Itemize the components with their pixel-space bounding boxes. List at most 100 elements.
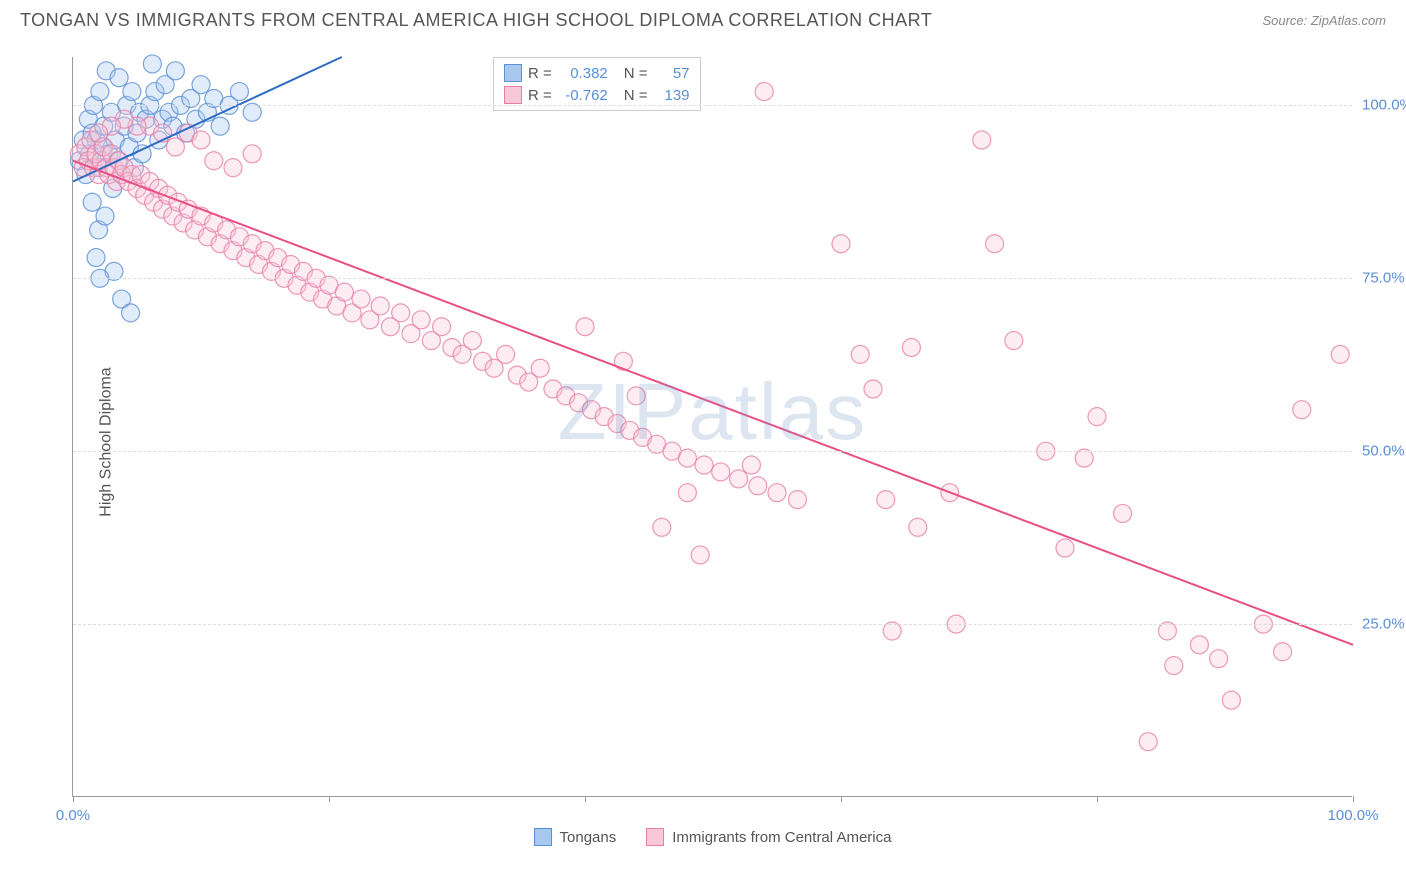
xtick-label: 100.0% [1328,807,1379,824]
legend-r-label: R = [528,65,552,82]
trend-line [73,161,1353,645]
data-point [973,131,991,149]
xtick [841,796,842,802]
data-point [412,311,430,329]
data-point [1005,332,1023,350]
ytick-label: 25.0% [1362,616,1406,633]
legend-swatch [504,64,522,82]
data-point [691,546,709,564]
ytick-label: 100.0% [1362,97,1406,114]
data-point [1088,408,1106,426]
gridline [73,105,1352,106]
series-legend-item: Immigrants from Central America [646,828,891,846]
data-point [205,152,223,170]
xtick [1097,796,1098,802]
legend-n-value: 57 [654,65,690,82]
legend-r-value: 0.382 [558,65,608,82]
data-point [1293,401,1311,419]
xtick [585,796,586,802]
data-point [614,352,632,370]
chart-title: TONGAN VS IMMIGRANTS FROM CENTRAL AMERIC… [20,10,932,31]
ytick-label: 50.0% [1362,443,1406,460]
data-point [768,484,786,502]
data-point [463,332,481,350]
legend-n-label: N = [624,65,648,82]
plot-area: ZIPatlas R =0.382N =57R =-0.762N =139 To… [72,57,1352,797]
data-point [211,117,229,135]
xtick [329,796,330,802]
data-point [1139,733,1157,751]
data-point [123,83,141,101]
chart-header: TONGAN VS IMMIGRANTS FROM CENTRAL AMERIC… [0,0,1406,37]
data-point [1056,539,1074,557]
data-point [627,387,645,405]
data-point [392,304,410,322]
data-point [864,380,882,398]
xtick [1353,796,1354,802]
legend-r-value: -0.762 [558,87,608,104]
data-point [902,338,920,356]
data-point [224,159,242,177]
data-point [110,69,128,87]
data-point [87,249,105,267]
stats-legend: R =0.382N =57R =-0.762N =139 [493,57,701,111]
ytick-label: 75.0% [1362,270,1406,287]
xtick-label: 0.0% [56,807,90,824]
chart-container: High School Diploma ZIPatlas R =0.382N =… [20,37,1386,847]
data-point [730,470,748,488]
data-point [742,456,760,474]
data-point [1222,691,1240,709]
series-legend-label: Tongans [560,829,617,846]
data-point [96,207,114,225]
data-point [755,83,773,101]
data-point [678,484,696,502]
scatter-plot-svg [73,57,1352,796]
gridline [73,278,1352,279]
data-point [1210,650,1228,668]
legend-swatch [504,86,522,104]
data-point [653,518,671,536]
series-legend: Tongans Immigrants from Central America [534,828,892,846]
legend-swatch [534,828,552,846]
data-point [695,456,713,474]
data-point [91,83,109,101]
xtick [73,796,74,802]
data-point [986,235,1004,253]
data-point [83,193,101,211]
data-point [192,76,210,94]
data-point [877,491,895,509]
stats-legend-row: R =-0.762N =139 [504,84,690,106]
gridline [73,624,1352,625]
data-point [576,318,594,336]
data-point [1165,657,1183,675]
legend-r-label: R = [528,87,552,104]
source-label: Source: ZipAtlas.com [1262,13,1386,28]
data-point [1274,643,1292,661]
gridline [73,451,1352,452]
data-point [90,124,108,142]
data-point [243,145,261,163]
data-point [851,345,869,363]
data-point [1331,345,1349,363]
data-point [749,477,767,495]
data-point [166,62,184,80]
data-point [497,345,515,363]
data-point [143,55,161,73]
data-point [352,290,370,308]
data-point [531,359,549,377]
legend-n-value: 139 [654,87,690,104]
stats-legend-row: R = 0.382 N = 57 [504,62,690,84]
data-point [712,463,730,481]
series-legend-item: Tongans [534,828,617,846]
data-point [1114,504,1132,522]
data-point [832,235,850,253]
data-point [433,318,451,336]
data-point [335,283,353,301]
data-point [1190,636,1208,654]
data-point [371,297,389,315]
data-point [909,518,927,536]
data-point [192,131,210,149]
legend-swatch [646,828,664,846]
series-legend-label: Immigrants from Central America [672,829,891,846]
data-point [166,138,184,156]
